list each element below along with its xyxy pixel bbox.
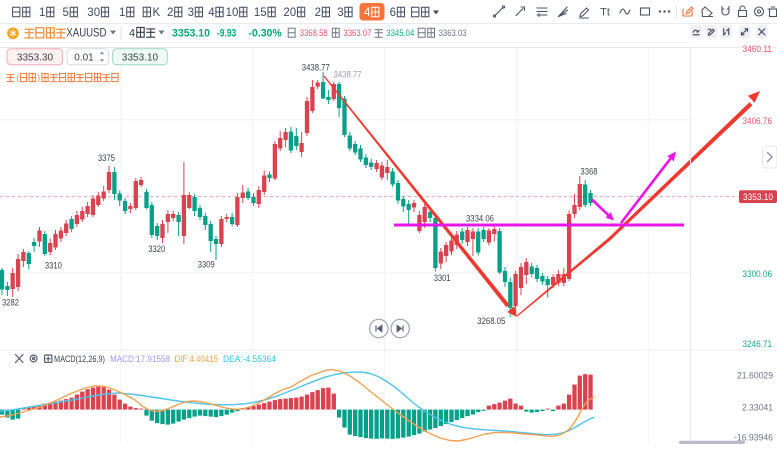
- svg-text:3320: 3320: [148, 244, 165, 254]
- svg-text:3368: 3368: [581, 167, 598, 177]
- svg-text:0.01: 0.01: [74, 52, 94, 63]
- svg-text:3375: 3375: [98, 153, 115, 163]
- svg-text:3: 3: [337, 7, 343, 19]
- svg-text:3438.77: 3438.77: [302, 63, 330, 73]
- svg-text:3406.76: 3406.76: [743, 116, 773, 126]
- svg-text:5: 5: [63, 7, 69, 19]
- svg-text:1: 1: [119, 7, 125, 19]
- svg-text:MACD(12,26,9): MACD(12,26,9): [54, 354, 105, 364]
- svg-text:2: 2: [315, 7, 321, 19]
- svg-text:4: 4: [129, 27, 135, 39]
- svg-text:30: 30: [87, 7, 100, 19]
- svg-text:3268.05: 3268.05: [477, 316, 505, 326]
- svg-text:4: 4: [208, 7, 215, 19]
- svg-text:DEA:-4.55364: DEA:-4.55364: [223, 354, 276, 364]
- svg-text:3334.06: 3334.06: [466, 214, 494, 224]
- svg-text:3282: 3282: [2, 298, 19, 308]
- svg-text:-9.93: -9.93: [217, 27, 236, 39]
- svg-text:3345.04: 3345.04: [386, 28, 414, 38]
- svg-text:3438.77: 3438.77: [334, 70, 362, 80]
- svg-text:3: 3: [188, 7, 194, 19]
- svg-text:3353.10: 3353.10: [172, 27, 210, 39]
- svg-text:(: (: [16, 72, 19, 82]
- svg-text:2.33041: 2.33041: [742, 402, 773, 412]
- svg-text:3353.30: 3353.30: [17, 52, 54, 63]
- svg-text:MACD:17.91558: MACD:17.91558: [110, 354, 170, 364]
- svg-text:Tt: Tt: [600, 7, 610, 19]
- svg-text:6: 6: [390, 7, 396, 19]
- svg-text:3309: 3309: [198, 260, 215, 270]
- svg-text:): ): [37, 72, 40, 82]
- svg-text:3368.58: 3368.58: [300, 28, 328, 38]
- svg-text:K: K: [153, 7, 161, 19]
- svg-text:3353.10: 3353.10: [743, 192, 773, 202]
- svg-text:2: 2: [167, 7, 173, 19]
- svg-text:3363.03: 3363.03: [439, 28, 467, 38]
- svg-text:3246.71: 3246.71: [743, 339, 773, 349]
- svg-text:3310: 3310: [45, 261, 62, 271]
- svg-text:3301: 3301: [434, 273, 451, 283]
- svg-text:XAUUSD: XAUUSD: [66, 27, 106, 39]
- svg-text:20: 20: [283, 7, 296, 19]
- svg-text:3460.11: 3460.11: [743, 44, 773, 54]
- svg-text:4: 4: [364, 7, 371, 19]
- svg-text:DIF:4.40415: DIF:4.40415: [175, 354, 219, 364]
- svg-text:3363.07: 3363.07: [343, 28, 371, 38]
- svg-text:3353.10: 3353.10: [122, 52, 159, 63]
- svg-text:1: 1: [39, 7, 45, 19]
- svg-text:3300.06: 3300.06: [743, 269, 773, 279]
- svg-text:15: 15: [254, 7, 267, 19]
- svg-text:-0.30%: -0.30%: [248, 27, 282, 39]
- svg-text:21.60029: 21.60029: [737, 370, 773, 380]
- svg-text:10: 10: [226, 7, 239, 19]
